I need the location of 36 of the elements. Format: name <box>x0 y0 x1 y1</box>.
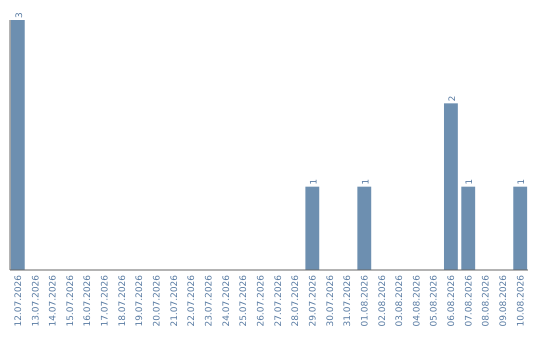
x-tick-label: 31.07.2026 <box>343 274 354 327</box>
x-tick-label: 06.08.2026 <box>447 274 458 327</box>
x-tick-label: 02.08.2026 <box>378 274 388 327</box>
x-tick-label: 12.07.2026 <box>14 274 24 327</box>
x-tick-label: 08.08.2026 <box>482 274 492 327</box>
x-tick-label: 14.07.2026 <box>48 274 59 327</box>
x-tick-label: 07.08.2026 <box>464 274 474 327</box>
data-label: 1 <box>517 178 528 185</box>
x-tick-label: 05.08.2026 <box>430 274 440 327</box>
x-tick-label: 15.07.2026 <box>66 274 76 327</box>
x-tick-label: 17.07.2026 <box>100 274 111 327</box>
x-tick-label: 24.07.2026 <box>222 274 232 327</box>
data-label: 1 <box>465 178 476 185</box>
x-tick-label: 13.07.2026 <box>31 274 42 327</box>
data-label: 1 <box>309 178 320 185</box>
x-tick-label: 30.07.2026 <box>326 274 336 327</box>
x-tick-label: 04.08.2026 <box>412 274 422 327</box>
x-tick-label: 19.07.2026 <box>135 274 146 327</box>
x-tick-label: 28.07.2026 <box>291 274 302 327</box>
x-tick-label: 22.07.2026 <box>187 274 198 327</box>
x-tick-label: 03.08.2026 <box>395 274 406 327</box>
x-tick-label: 23.07.2026 <box>204 274 215 327</box>
x-tick-label: 26.07.2026 <box>256 274 266 327</box>
x-tick-label: 21.07.2026 <box>170 274 180 327</box>
x-tick-label: 18.07.2026 <box>118 274 128 327</box>
x-tick-label: 20.07.2026 <box>152 274 163 327</box>
x-tick-label: 01.08.2026 <box>360 274 370 327</box>
x-tick-label: 09.08.2026 <box>499 274 510 327</box>
data-label: 1 <box>361 178 372 185</box>
x-tick-label: 27.07.2026 <box>274 274 284 327</box>
x-tick-label: 16.07.2026 <box>83 274 94 327</box>
x-tick-label: 25.07.2026 <box>239 274 250 327</box>
data-label: 2 <box>448 96 458 102</box>
x-tick-label: 10.08.2026 <box>516 274 526 327</box>
x-tick-label: 29.07.2026 <box>308 274 318 327</box>
data-label: 3 <box>14 12 25 18</box>
